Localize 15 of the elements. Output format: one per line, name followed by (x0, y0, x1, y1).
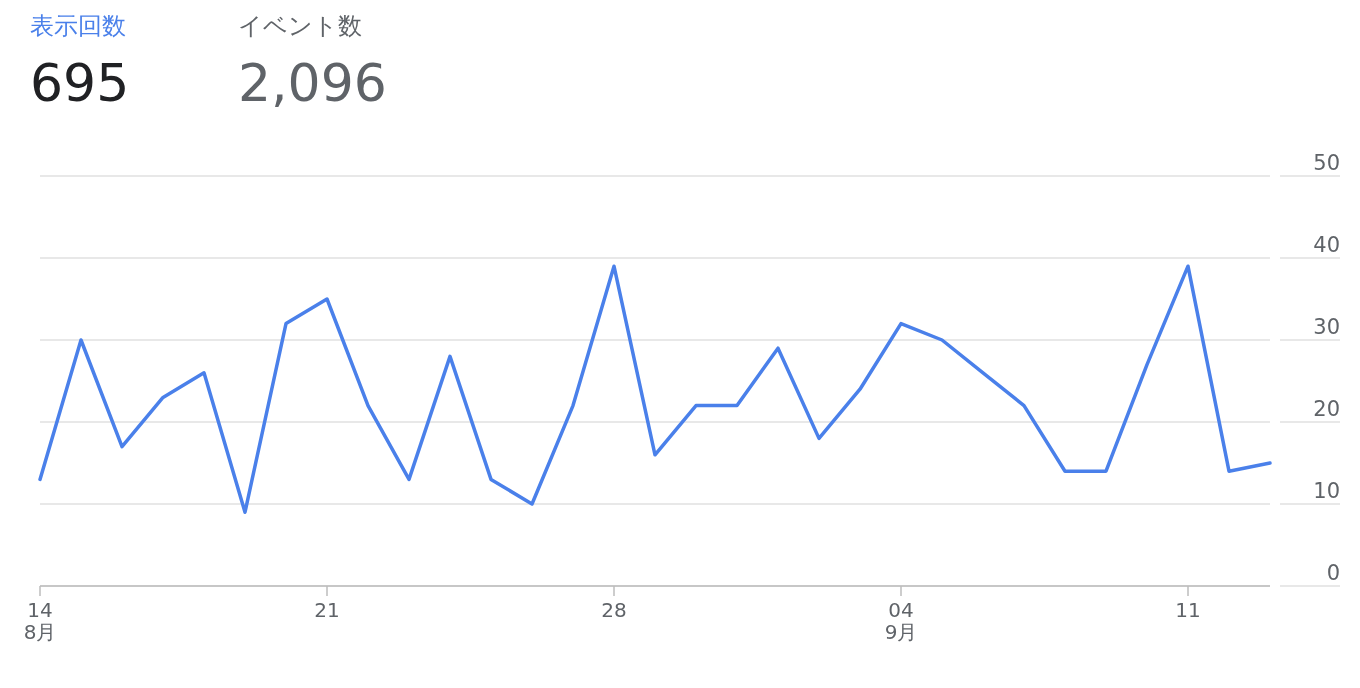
x-tick-label: 28 (601, 598, 627, 622)
y-tick-label: 40 (1313, 233, 1340, 257)
text: イベント数 (238, 12, 362, 40)
x-tick-label: 04 9月 (884, 598, 918, 644)
x-tick-label: 21 (314, 598, 340, 622)
y-tick-label: 30 (1313, 315, 1340, 339)
text: 表示回数 (30, 12, 126, 40)
y-tick-label: 10 (1313, 479, 1340, 503)
y-tick-label: 50 (1313, 151, 1340, 175)
text: 695 (30, 53, 130, 113)
text: 2,096 (238, 53, 387, 113)
x-tick-label: 11 (1175, 598, 1201, 622)
y-tick-label: 0 (1326, 561, 1340, 585)
y-tick-label: 20 (1313, 397, 1340, 421)
x-tick-label: 14 8月 (23, 598, 57, 644)
